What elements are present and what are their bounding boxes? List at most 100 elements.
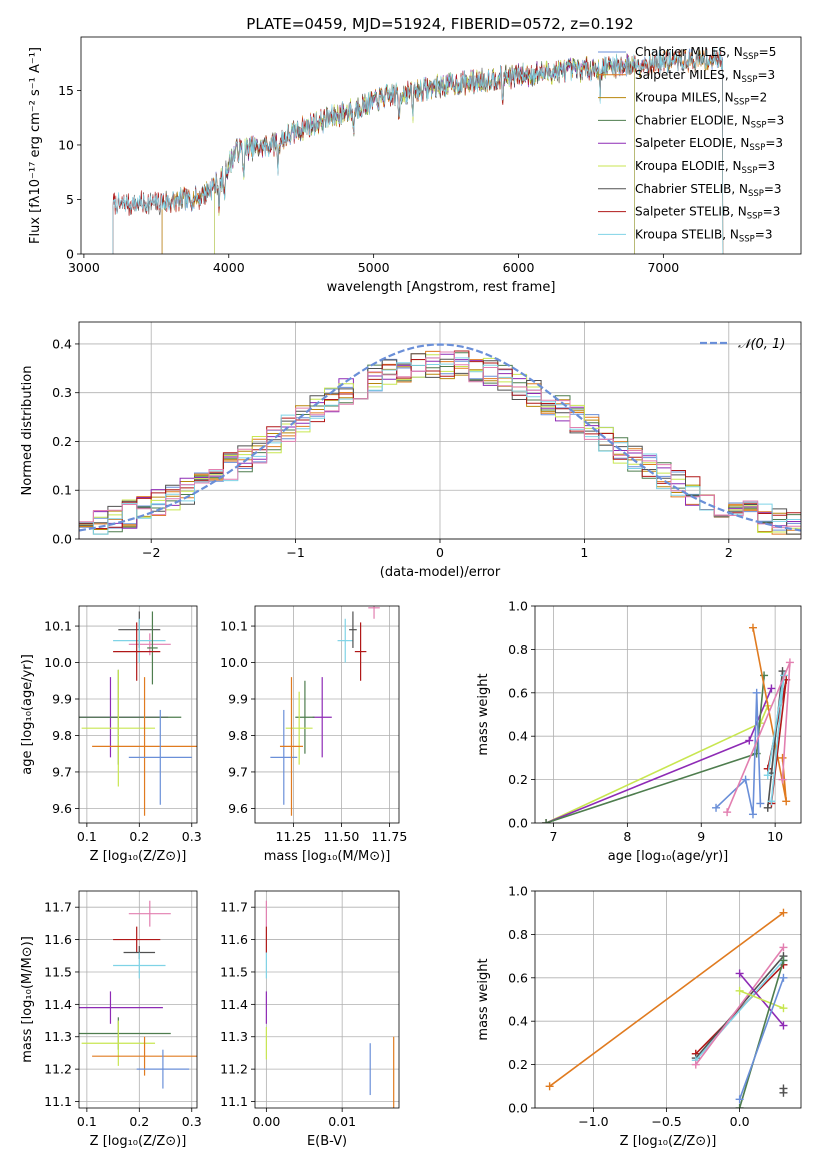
data-point (312, 677, 332, 758)
y-tick-label: 11.4 (220, 997, 248, 1012)
data-point (337, 618, 353, 663)
weight-marker (779, 956, 788, 965)
weight-marker (779, 908, 788, 917)
x-tick-label: 11.75 (372, 829, 408, 844)
y-tick-label: 0.2 (508, 772, 528, 787)
x-tick-label: 0 (436, 545, 444, 560)
weight-marker (735, 1095, 744, 1104)
age-vs-mass-plot-area (270, 606, 380, 816)
weight-line (545, 705, 769, 823)
x-tick-label: 1 (580, 545, 588, 560)
legend-entry: Salpeter STELIB, NSSP=3 (635, 205, 780, 222)
y-tick-label: 11.2 (44, 1062, 72, 1077)
y-axis-label: Flux [fλ10⁻¹⁷ erg cm⁻² s⁻¹ A⁻¹] (28, 47, 43, 244)
y-tick-label: 11.3 (220, 1029, 248, 1044)
y-tick-label: 0.2 (52, 434, 72, 449)
y-tick-label: 11.6 (220, 932, 248, 947)
weight-vs-age-plot-area (542, 623, 794, 823)
y-tick-label: 10.0 (44, 655, 72, 670)
mass-vs-Z-axes: 0.1 0.2 0.3 11.1 11.2 11.3 11.4 11.5 11.6 11.7 Z [… (20, 891, 202, 1149)
x-tick-label: 8 (623, 829, 631, 844)
axes-frame (534, 890, 802, 1109)
x-tick-label: 10 (767, 829, 783, 844)
y-axis-label: mass weight (476, 958, 491, 1040)
x-tick-label: 7000 (647, 260, 679, 275)
x-tick-label: 7 (549, 829, 557, 844)
weight-marker (767, 797, 776, 806)
residuals-axes: −2 −1 0 1 2 0.0 0.1 0.2 0.3 0.4 (data-model)/error… (20, 322, 801, 580)
axes-frame (78, 605, 198, 824)
y-tick-label: 10.1 (44, 619, 72, 634)
data-point (279, 677, 303, 816)
y-tick-label: 9.8 (228, 728, 248, 743)
y-tick-label: 0.3 (52, 385, 72, 400)
legend-entry: Kroupa MILES, NSSP=2 (635, 91, 767, 108)
weight-line (738, 977, 785, 1100)
y-tick-label: 0.4 (508, 729, 528, 744)
weight-marker (542, 819, 551, 823)
x-tick-label: 2 (725, 545, 733, 560)
weight-marker (779, 1084, 788, 1093)
x-tick-label: 3000 (68, 260, 100, 275)
y-tick-label: 9.7 (228, 764, 248, 779)
normal-curve (79, 343, 801, 532)
y-axis-label: mass weight (476, 673, 491, 755)
weight-vs-Z-plot-area (545, 908, 788, 1108)
y-tick-label: 10.0 (220, 655, 248, 670)
x-tick-label: 0.01 (328, 1114, 356, 1129)
x-axis-label: Z [log₁₀(Z/Z⊙)] (620, 1134, 717, 1149)
weight-marker (779, 1021, 788, 1030)
data-point (128, 709, 192, 805)
x-axis-label: (data-model)/error (380, 565, 501, 580)
weight-line (726, 662, 791, 813)
y-tick-label: 0.1 (52, 483, 72, 498)
y-tick-label: 15 (58, 83, 74, 98)
legend-entry: Kroupa STELIB, NSSP=3 (635, 227, 773, 244)
x-tick-label: 0.2 (129, 1114, 149, 1129)
y-tick-label: 0.0 (52, 532, 72, 547)
y-tick-label: 11.7 (44, 900, 72, 915)
data-point (270, 709, 298, 805)
data-point (113, 926, 161, 953)
legend-entry: Chabrier MILES, NSSP=5 (635, 45, 776, 62)
y-tick-label: 11.4 (44, 997, 72, 1012)
y-tick-label: 0.6 (508, 685, 528, 700)
y-tick-label: 11.6 (44, 932, 72, 947)
legend-entry: Salpeter MILES, NSSP=3 (635, 68, 775, 85)
legend-entry: Salpeter ELODIE, NSSP=3 (635, 136, 783, 153)
age-vs-Z-axes: 0.1 0.2 0.3 9.6 9.7 9.8 9.9 10.0 10.1 Z [log₁₀(Z/… (20, 606, 202, 864)
weight-marker (782, 797, 791, 806)
data-point (81, 669, 156, 787)
weight-marker (723, 808, 732, 817)
data-point (295, 680, 315, 754)
y-tick-label: 11.3 (44, 1029, 72, 1044)
data-point (136, 1049, 190, 1089)
y-tick-label: 0.8 (508, 642, 528, 657)
weight-marker (741, 775, 750, 784)
axes-frame (80, 36, 802, 255)
x-tick-label: 0.3 (182, 1114, 202, 1129)
x-axis-label: wavelength [Angstrom, rest frame] (327, 280, 556, 295)
weight-marker (785, 658, 794, 667)
axes-frame (254, 890, 400, 1109)
data-point (147, 611, 158, 685)
weight-line (549, 912, 784, 1087)
data-point (354, 622, 367, 681)
age-vs-Z-plot-area (79, 611, 197, 816)
weight-marker (779, 973, 788, 982)
x-tick-label: 6000 (503, 260, 535, 275)
y-tick-label: 0.8 (508, 927, 528, 942)
spectrum-line (112, 48, 724, 254)
x-tick-label: 0.0 (730, 1114, 750, 1129)
figure-title: PLATE=0459, MJD=51924, FIBERID=0572, z=0… (246, 15, 633, 33)
data-point (113, 618, 166, 663)
y-tick-label: 10 (58, 137, 74, 152)
y-tick-label: 5 (66, 192, 74, 207)
mass-vs-EBV-plot-area (265, 900, 395, 1108)
x-tick-label: −1 (286, 545, 304, 560)
x-tick-label: 11.50 (324, 829, 360, 844)
x-tick-label: −0.5 (651, 1114, 681, 1129)
weight-line (695, 946, 785, 1066)
y-tick-label: 9.6 (52, 801, 72, 816)
